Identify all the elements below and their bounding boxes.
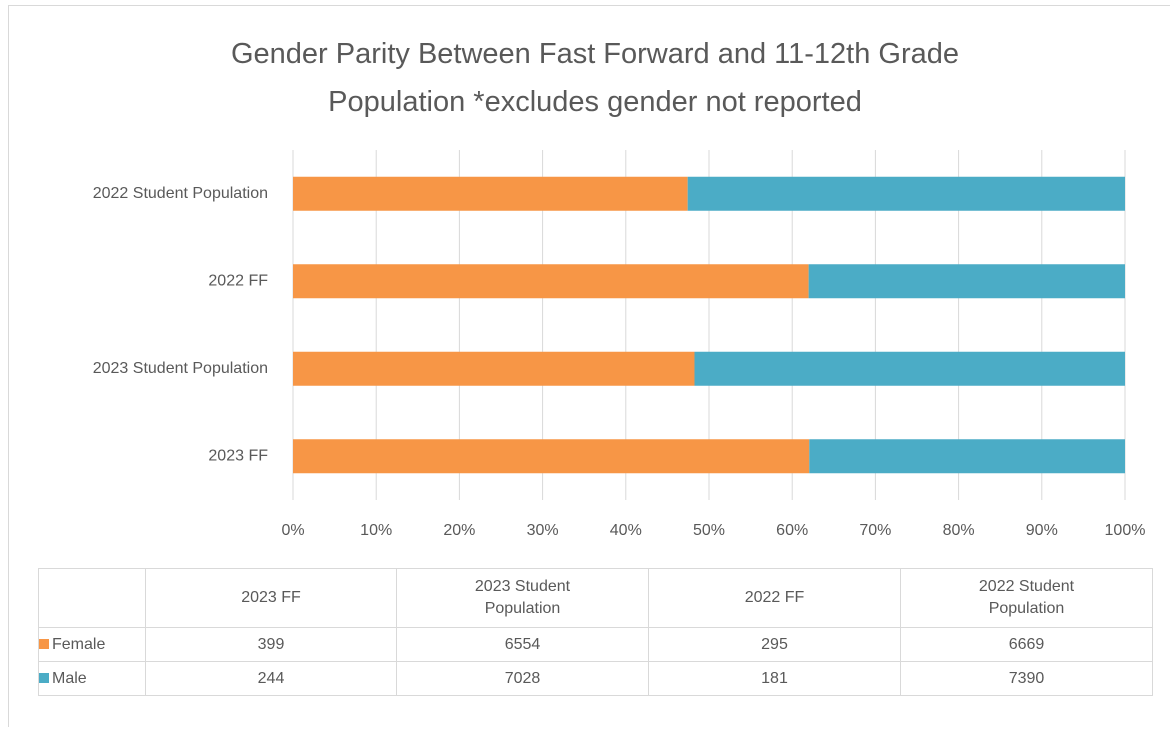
table-row-header: Female: [38, 627, 146, 662]
bar-segment: [293, 439, 810, 474]
table-header: 2022 Student Population: [900, 568, 1153, 628]
table-row-header: Male: [38, 661, 146, 696]
table-row: Female 399 6554 295 6669: [38, 627, 1153, 662]
table-cell: 7028: [396, 661, 649, 696]
x-tick-label: 80%: [943, 522, 975, 539]
table-cell: 181: [648, 661, 901, 696]
chart-title: Gender Parity Between Fast Forward and 1…: [230, 38, 960, 118]
x-tick-label: 0%: [281, 522, 304, 539]
table-cell: 244: [145, 661, 397, 696]
table-cell: 7390: [900, 661, 1153, 696]
y-tick-label: 2023 FF: [208, 447, 268, 464]
chart-frame: [8, 5, 1170, 727]
y-tick-label: 2022 Student Population: [93, 185, 268, 202]
table-header: 2023 Student Population: [396, 568, 649, 628]
y-tick-label: 2022 FF: [208, 272, 268, 289]
legend-key: [39, 672, 49, 683]
x-tick-label: 20%: [443, 522, 475, 539]
x-tick-label: 10%: [360, 522, 392, 539]
legend-label: Male: [52, 669, 87, 687]
bar-segment: [809, 439, 1125, 474]
x-tick-label: 30%: [527, 522, 559, 539]
x-tick-label: 90%: [1026, 522, 1058, 539]
table-cell: 6554: [396, 627, 649, 662]
table-corner: [38, 568, 146, 628]
chart: 0% 10% 20% 30% 40% 50% 60% 70% 80% 90% 100% 2023 FF…: [93, 150, 1146, 539]
x-tick-label: 60%: [776, 522, 808, 539]
legend-key: [39, 638, 49, 649]
table-cell: 399: [145, 627, 397, 662]
bar-segment: [293, 351, 695, 386]
table-header-row: 2023 FF 2023 Student Population 2022 FF 202…: [38, 568, 1153, 628]
bar-segment: [293, 176, 688, 211]
x-tick-label: 100%: [1105, 522, 1146, 539]
x-tick-label: 70%: [859, 522, 891, 539]
table-cell: 6669: [900, 627, 1153, 662]
table-header: 2022 FF: [648, 568, 901, 628]
table-row: Male 244 7028 181 7390: [38, 661, 1153, 696]
bar-segment: [808, 264, 1125, 299]
legend-label: Female: [52, 635, 106, 653]
data-table: 2023 FF 2023 Student Population 2022 FF 202…: [38, 568, 1153, 696]
bar-segment: [694, 351, 1125, 386]
table-cell: 295: [648, 627, 901, 662]
bar-segment: [687, 176, 1125, 211]
x-tick-label: 50%: [693, 522, 725, 539]
table-header: 2023 FF: [145, 568, 397, 628]
bar-segment: [293, 264, 809, 299]
x-tick-label: 40%: [610, 522, 642, 539]
y-tick-label: 2023 Student Population: [93, 360, 268, 377]
